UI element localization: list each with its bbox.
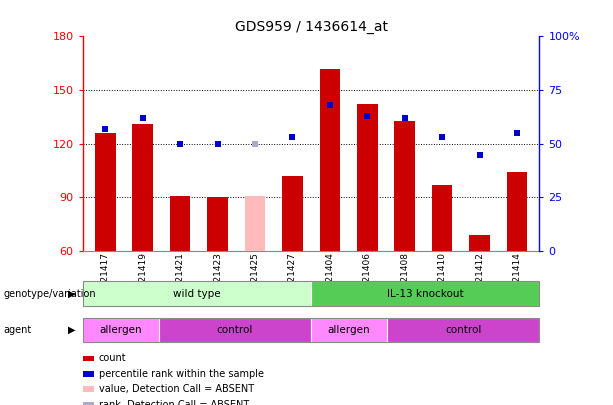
Title: GDS959 / 1436614_at: GDS959 / 1436614_at xyxy=(235,20,387,34)
Bar xyxy=(207,198,228,251)
Text: control: control xyxy=(217,325,253,335)
Text: control: control xyxy=(445,325,482,335)
Bar xyxy=(432,185,452,251)
Text: count: count xyxy=(99,354,126,363)
Text: genotype/variation: genotype/variation xyxy=(3,289,96,298)
Text: percentile rank within the sample: percentile rank within the sample xyxy=(99,369,264,379)
Bar xyxy=(319,68,340,251)
Bar xyxy=(170,196,191,251)
Bar xyxy=(507,173,527,251)
Bar xyxy=(132,124,153,251)
Text: ▶: ▶ xyxy=(68,289,75,298)
Bar xyxy=(394,121,415,251)
Text: ▶: ▶ xyxy=(68,325,75,335)
Text: agent: agent xyxy=(3,325,31,335)
Text: rank, Detection Call = ABSENT: rank, Detection Call = ABSENT xyxy=(99,400,249,405)
Bar xyxy=(282,176,303,251)
Text: IL-13 knockout: IL-13 knockout xyxy=(387,289,463,298)
Bar xyxy=(245,196,265,251)
Bar xyxy=(357,104,378,251)
Bar xyxy=(470,235,490,251)
Text: wild type: wild type xyxy=(173,289,221,298)
Text: value, Detection Call = ABSENT: value, Detection Call = ABSENT xyxy=(99,384,254,394)
Bar xyxy=(95,133,115,251)
Text: allergen: allergen xyxy=(328,325,370,335)
Text: allergen: allergen xyxy=(99,325,142,335)
